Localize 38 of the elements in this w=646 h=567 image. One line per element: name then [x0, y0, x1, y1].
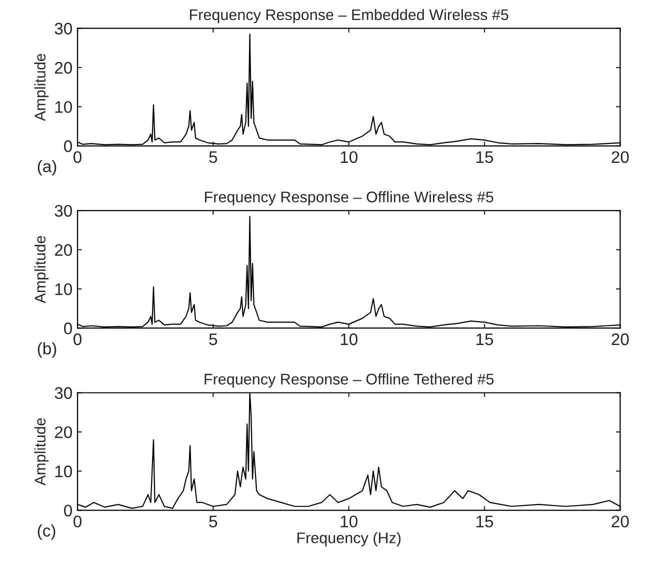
y-tick-label: 10 [55, 283, 72, 296]
text: (b) [38, 342, 56, 358]
x-tick-label: 10 [340, 333, 358, 346]
y-tick-label: 10 [55, 466, 72, 478]
x-tick-label: 20 [612, 516, 629, 528]
y-tick-label: 0 [64, 504, 72, 517]
x-tick-label: 20 [612, 333, 629, 346]
x-tick-label: 0 [74, 333, 82, 346]
x-tick-label: 15 [476, 334, 494, 346]
y-tick-label: 20 [54, 244, 72, 256]
x-tick-label: 10 [340, 516, 358, 528]
y-tick-label: 20 [54, 62, 72, 74]
text: (c) [38, 524, 56, 540]
x-tick-label: 5 [209, 334, 218, 346]
x-tick-label: 15 [476, 151, 494, 163]
y-axis-title: Amplitude [34, 418, 49, 486]
x-tick-label: 10 [340, 151, 358, 163]
text: (a) [38, 160, 56, 176]
chart-title: Frequency Response – Offline Wireless #5 [205, 191, 494, 206]
x-tick-label: 15 [476, 516, 494, 528]
line-series [78, 392, 620, 509]
chart-title: Frequency Response – Embedded Wireless #5 [190, 8, 508, 24]
x-tick-label: 0 [74, 151, 82, 163]
x-tick-label: 20 [612, 151, 629, 163]
y-tick-label: 30 [54, 22, 72, 35]
x-tick-label: 0 [74, 516, 82, 528]
x-tick-label: 5 [209, 151, 218, 163]
y-tick-label: 10 [55, 101, 72, 113]
y-tick-label: 30 [54, 387, 72, 399]
y-axis-title: Amplitude [34, 54, 49, 122]
y-axis-title: Amplitude [34, 236, 49, 304]
x-tick-label: 5 [209, 516, 218, 528]
x-axis-title: Frequency (Hz) [297, 532, 401, 546]
y-tick-label: 0 [64, 322, 72, 334]
y-tick-label: 30 [54, 204, 72, 217]
y-tick-label: 20 [54, 426, 72, 438]
chart-title: Frequency Response – Offline Tethered #5 [204, 373, 494, 388]
y-tick-label: 0 [64, 140, 72, 152]
